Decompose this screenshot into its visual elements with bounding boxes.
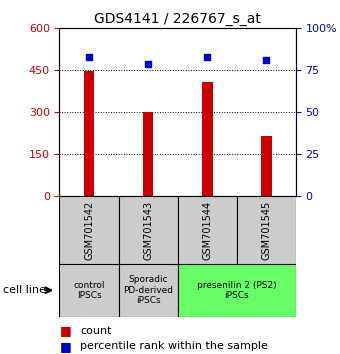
Bar (261, 136, 272, 196)
Text: GSM701542: GSM701542 (84, 200, 94, 260)
Text: percentile rank within the sample: percentile rank within the sample (80, 341, 268, 351)
Point (146, 61, 151, 67)
Point (86, 54, 92, 60)
Point (264, 57, 269, 63)
Text: ■: ■ (59, 325, 71, 337)
Text: GSM701545: GSM701545 (261, 200, 271, 260)
Bar (119, 196, 177, 264)
Bar (177, 196, 237, 264)
Text: GSM701543: GSM701543 (143, 200, 153, 260)
Bar (119, 264, 177, 317)
Bar (177, 264, 296, 317)
Bar (59, 196, 119, 264)
Bar (59, 264, 119, 317)
Text: GSM701544: GSM701544 (202, 200, 212, 260)
Text: Sporadic
PD-derived
iPSCs: Sporadic PD-derived iPSCs (123, 275, 173, 305)
Text: ■: ■ (59, 340, 71, 353)
Text: count: count (80, 326, 112, 336)
Bar (202, 81, 212, 196)
Text: presenilin 2 (PS2)
iPSCs: presenilin 2 (PS2) iPSCs (197, 281, 276, 300)
Bar (143, 113, 153, 196)
Text: control
IPSCs: control IPSCs (73, 281, 105, 300)
Point (204, 54, 210, 60)
Bar (237, 196, 296, 264)
Text: cell line: cell line (3, 285, 46, 295)
Title: GDS4141 / 226767_s_at: GDS4141 / 226767_s_at (94, 12, 261, 26)
Bar (84, 71, 95, 196)
